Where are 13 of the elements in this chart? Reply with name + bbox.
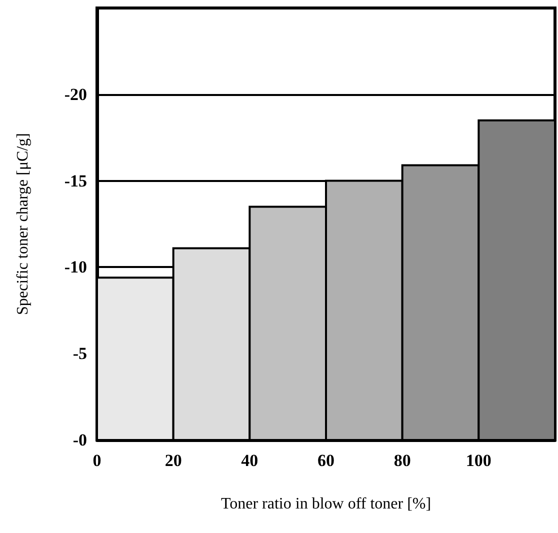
- x-tick-label: 20: [164, 451, 182, 470]
- y-tick-label: -5: [72, 344, 87, 364]
- x-tick-label: 80: [394, 451, 411, 470]
- y-tick-label: -20: [64, 84, 87, 104]
- y-axis-title: Specific toner charge [μC/g]: [14, 133, 32, 315]
- x-tick-label: 60: [318, 451, 334, 470]
- y-tick-label: -10: [64, 258, 87, 277]
- y-tick-label: -15: [64, 171, 87, 190]
- x-tick-label: 0: [92, 451, 102, 470]
- x-axis-title: Toner ratio in blow off toner [%]: [220, 496, 432, 512]
- x-tick-label: 100: [466, 451, 492, 470]
- y-tick-label: -0: [72, 430, 87, 450]
- x-tick-label: 40: [241, 451, 258, 470]
